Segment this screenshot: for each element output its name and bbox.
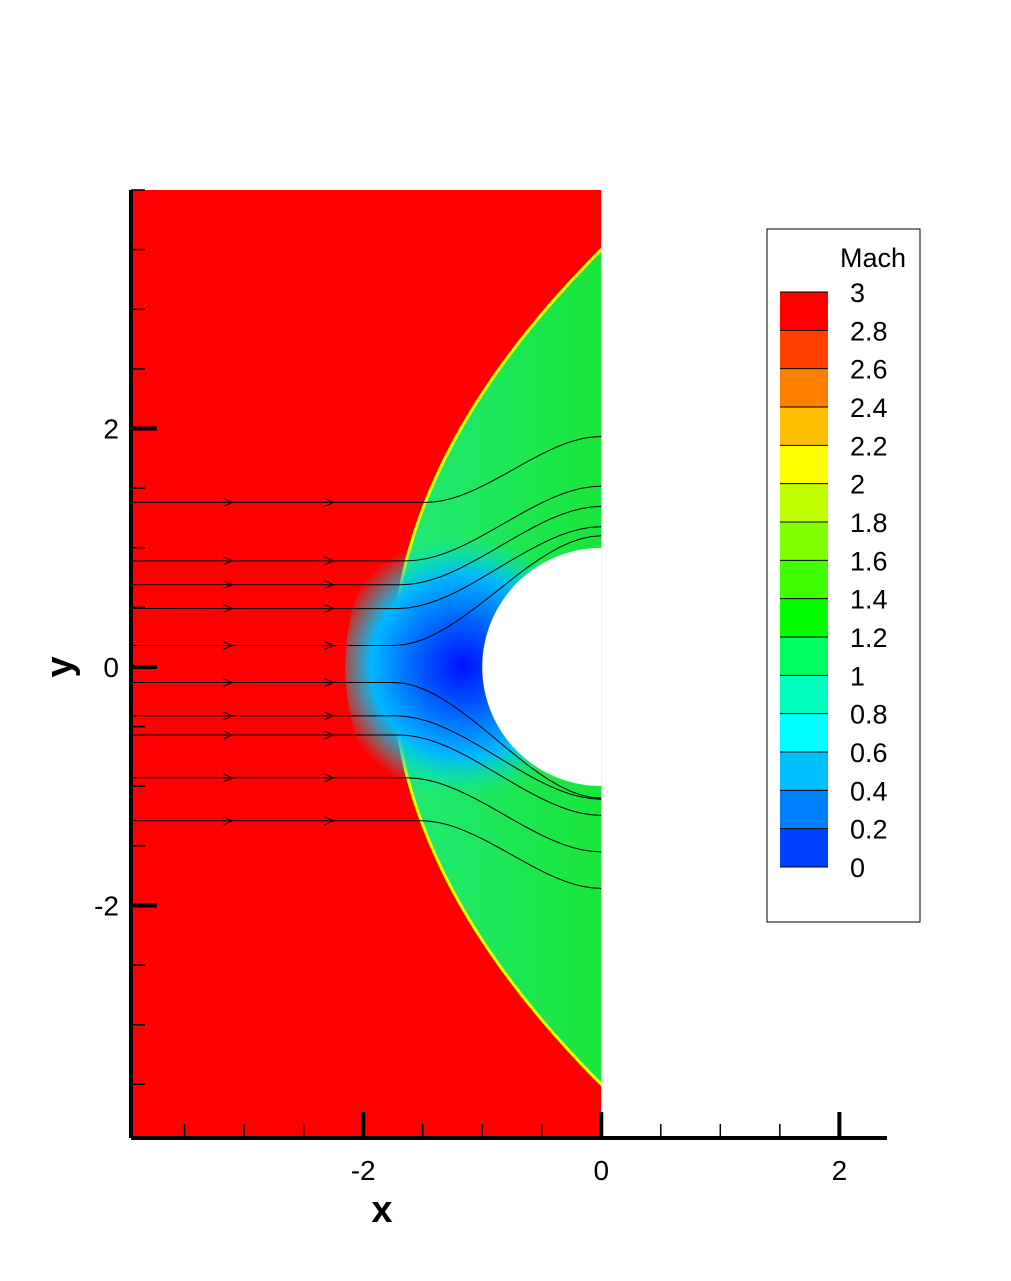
streamline-arrow	[324, 641, 335, 650]
streamline	[130, 777, 602, 853]
legend-swatch	[780, 445, 828, 485]
streamline	[130, 535, 602, 647]
streamline-arrow	[222, 730, 234, 740]
streamline-arrow	[324, 730, 335, 740]
streamline-arrow	[222, 678, 234, 687]
x-tick-label: 2	[832, 1155, 848, 1186]
streamline-arrow	[324, 773, 335, 783]
streamline	[130, 820, 602, 889]
legend-label: 0.2	[850, 815, 888, 845]
streamline-arrow	[324, 497, 335, 507]
legend-label: 1.2	[850, 623, 888, 653]
streamline	[130, 681, 602, 799]
color-legend: Mach 3 2.8 2.6 2.4 2.2 2 1.8 1.6 1.4 1.2 1 0.8 0.6 0.…	[766, 228, 921, 923]
legend-label: 2	[850, 470, 865, 500]
legend-swatch	[780, 330, 828, 370]
streamline-arrow	[324, 580, 335, 590]
streamline-arrow	[222, 604, 234, 614]
legend-label: 0	[850, 853, 865, 883]
legend-swatch	[780, 675, 828, 715]
legend-label: 0.6	[850, 738, 888, 768]
legend-title: Mach	[840, 243, 906, 273]
axes: -2 0 2 -2 0 2 x y	[39, 189, 887, 1231]
legend-label: 2.4	[850, 393, 888, 423]
streamline-arrow	[324, 816, 335, 826]
legend-label: 2.6	[850, 355, 888, 385]
legend-label: 0.8	[850, 700, 888, 730]
legend-swatch	[780, 483, 828, 523]
x-tick-label: -2	[351, 1155, 376, 1186]
streamline-arrow	[324, 556, 335, 566]
y-axis-title: y	[39, 656, 81, 677]
streamline-arrow	[222, 641, 234, 650]
legend-label: 1	[850, 661, 865, 691]
legend-label: 2.8	[850, 316, 888, 346]
legend-swatch	[780, 828, 828, 868]
legend-swatch	[780, 560, 828, 600]
legend-swatch	[780, 637, 828, 676]
streamline	[130, 436, 602, 503]
legend-label: 3	[850, 278, 865, 308]
streamline	[130, 526, 602, 610]
cylinder-body	[482, 547, 602, 787]
streamline-arrow	[222, 711, 234, 721]
legend-swatch	[780, 713, 828, 753]
legend-label: 0.4	[850, 776, 888, 806]
streamline	[130, 505, 602, 586]
legend-swatch	[780, 368, 828, 408]
legend-label: 1.8	[850, 508, 888, 538]
mach-field	[131, 190, 602, 1138]
y-tick-label: 2	[103, 413, 119, 444]
streamline-arrow	[222, 497, 234, 507]
legend-swatch	[780, 790, 828, 830]
streamline-arrow	[222, 816, 234, 826]
legend-swatch	[780, 407, 828, 446]
x-axis-title: x	[371, 1189, 392, 1231]
streamline-arrow	[222, 580, 234, 590]
legend-swatch	[780, 598, 828, 638]
streamline-arrow	[222, 773, 234, 783]
streamline	[130, 715, 602, 800]
streamline-arrow	[222, 556, 234, 566]
legend-label: 1.6	[850, 546, 888, 576]
streamline-arrow	[324, 678, 335, 687]
legend-label: 2.2	[850, 431, 888, 461]
y-tick-label: -2	[94, 890, 119, 921]
legend-swatch	[780, 522, 828, 561]
streamline	[130, 485, 602, 562]
streamlines	[130, 436, 602, 889]
x-tick-label: 0	[593, 1155, 609, 1186]
streamline	[130, 734, 602, 816]
legend-label: 1.4	[850, 585, 888, 615]
y-tick-label: 0	[103, 652, 119, 683]
legend-swatch	[780, 292, 828, 331]
streamline-arrow	[324, 711, 335, 721]
streamline-arrow	[324, 604, 335, 614]
legend-swatch	[780, 752, 828, 791]
